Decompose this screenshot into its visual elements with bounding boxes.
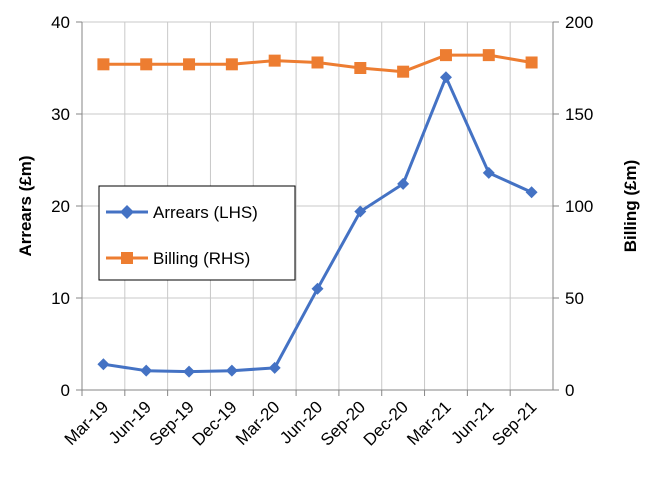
x-tick-label: Mar-19 [61, 397, 113, 449]
y-right-tick-label: 50 [565, 289, 584, 308]
x-tick-label: Sep-19 [146, 397, 198, 449]
legend-label-arrears: Arrears (LHS) [153, 203, 258, 222]
legend-label-billing: Billing (RHS) [153, 249, 250, 268]
data-point-arrears [225, 364, 238, 377]
data-point-billing [482, 49, 495, 62]
data-point-billing [140, 58, 153, 71]
data-point-billing [354, 62, 367, 74]
legend: Arrears (LHS) Billing (RHS) [98, 185, 296, 281]
y-axis-right-title: Billing (£m) [621, 160, 640, 253]
y-left-tick-label: 0 [61, 381, 70, 400]
x-tick-label: Mar-20 [232, 397, 284, 449]
data-point-arrears [439, 71, 452, 84]
data-point-arrears [482, 166, 495, 179]
x-tick-label: Dec-20 [360, 397, 412, 449]
data-point-billing [268, 54, 281, 67]
y-right-tick-label: 150 [565, 105, 593, 124]
y-axis-left-title: Arrears (£m) [16, 155, 35, 256]
data-point-arrears [97, 358, 110, 371]
data-point-billing [439, 49, 452, 62]
x-tick-label: Sep-21 [488, 397, 540, 449]
legend-marker-billing [121, 252, 133, 264]
data-point-billing [225, 58, 238, 71]
legend-box [98, 185, 296, 281]
x-tick-label: Jun-19 [105, 397, 155, 447]
data-point-arrears [311, 282, 324, 295]
x-tick-label: Dec-19 [188, 397, 240, 449]
series [97, 49, 538, 378]
data-point-arrears [354, 205, 367, 218]
x-tick-label: Sep-20 [317, 397, 369, 449]
axes [76, 21, 559, 396]
data-point-billing [183, 58, 196, 71]
x-tick-label: Jun-20 [276, 397, 326, 447]
y-right-tick-label: 200 [565, 13, 593, 32]
y-left-tick-label: 10 [51, 289, 70, 308]
y-right-tick-label: 0 [565, 381, 574, 400]
y-right-tick-label: 100 [565, 197, 593, 216]
data-point-billing [525, 56, 538, 69]
y-left-tick-label: 20 [51, 197, 70, 216]
x-tick-label: Jun-21 [447, 397, 497, 447]
y-left-tick-label: 40 [51, 13, 70, 32]
data-point-arrears [183, 365, 196, 378]
data-point-billing [311, 56, 324, 69]
legend-marker-arrears [120, 205, 134, 219]
data-point-arrears [525, 186, 538, 199]
data-point-billing [97, 58, 110, 71]
data-point-arrears [140, 364, 153, 377]
y-left-tick-label: 30 [51, 105, 70, 124]
data-point-billing [397, 65, 410, 78]
data-point-arrears [268, 361, 281, 374]
data-point-arrears [397, 177, 410, 190]
x-tick-label: Mar-21 [403, 397, 455, 449]
